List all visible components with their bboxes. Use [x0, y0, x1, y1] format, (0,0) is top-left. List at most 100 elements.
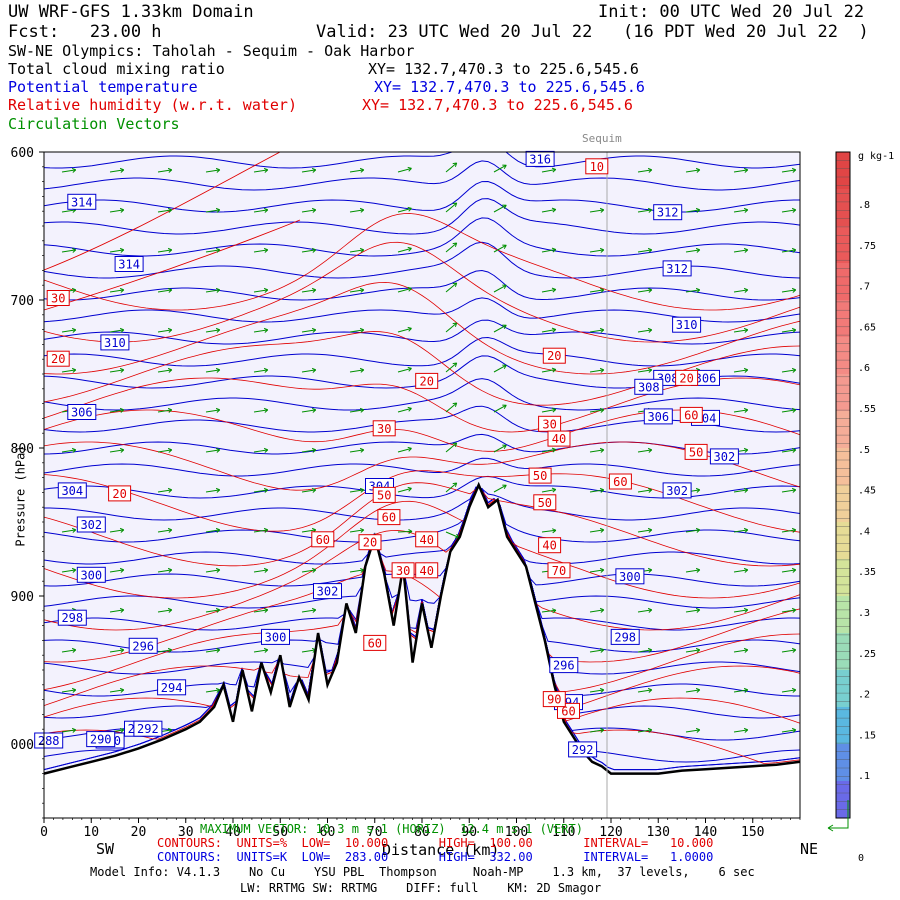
rh-label-box	[46, 350, 70, 367]
vector-arrowhead	[452, 322, 458, 327]
vector-arrowhead	[599, 487, 605, 493]
vector-arrow	[349, 169, 364, 173]
rh-label: 50	[538, 496, 552, 510]
rh-label: 60	[613, 475, 627, 489]
rh-label: 40	[419, 533, 433, 547]
colorbar-tick-label: .7	[858, 282, 870, 293]
vector-arrow	[109, 649, 124, 653]
vector-arrow	[397, 327, 412, 333]
theta-contour-line	[43, 198, 801, 235]
rh-label: 60	[316, 533, 330, 547]
vector-arrowhead	[119, 247, 125, 253]
cross-section-name: SW-NE Olympics: Taholah - Sequim - Oak H…	[8, 42, 415, 60]
vector-arrow	[61, 249, 76, 253]
rh-label-box	[377, 509, 401, 526]
colorbar-segment	[836, 596, 850, 634]
theta-label-box	[672, 316, 702, 333]
colorbar-tick-label: .5	[858, 445, 870, 456]
vector-arrow	[397, 530, 413, 533]
vector-arrow	[205, 489, 220, 493]
vector-arrowhead	[647, 727, 653, 733]
vector-arrowhead	[452, 162, 458, 167]
rh-label: 70	[552, 564, 566, 578]
vector-arrow	[61, 529, 76, 533]
vector-arrowhead	[695, 287, 701, 293]
vector-arrowhead	[407, 446, 412, 452]
vector-arrow	[349, 249, 364, 253]
vector-arrow	[541, 609, 556, 613]
theta-label-box	[634, 378, 664, 395]
vector-arrowhead	[551, 487, 557, 493]
vector-arrowhead	[452, 202, 458, 207]
vector-arrowhead	[502, 444, 507, 449]
colorbar-tick-label: .45	[858, 486, 876, 497]
theta-contour-line	[43, 160, 801, 191]
cloud-colorbar: g kg-1 .8 .75 .7 .65 .6 .55 .5 .45 .4 .35 .3 .25 .2 .1…	[827, 151, 894, 864]
vector-arrow	[205, 369, 220, 373]
vector-arrowhead	[359, 167, 365, 173]
rh-label-box	[311, 531, 335, 548]
vector-arrowhead	[502, 324, 507, 329]
vector-arrow	[109, 289, 124, 293]
vector-arrow	[541, 289, 556, 293]
rh-label-box	[528, 467, 552, 484]
field4-label: Circulation Vectors	[8, 115, 180, 133]
vector-arrowhead	[359, 407, 365, 413]
vector-arrowhead	[599, 727, 605, 733]
vector-arrow	[493, 284, 507, 293]
theta-contour-line	[43, 151, 801, 169]
vector-arrowhead	[263, 247, 269, 253]
vector-arrowhead	[647, 367, 653, 373]
theta-label-box	[100, 334, 130, 351]
theta-label-box	[568, 741, 598, 758]
theta-label-box	[86, 731, 116, 748]
vector-arrowhead	[502, 484, 507, 489]
vector-arrowhead	[551, 287, 557, 293]
rh-label-box	[46, 290, 70, 306]
vector-arrowhead	[743, 527, 749, 533]
theta-label-box	[313, 583, 342, 600]
vector-arrow	[541, 209, 556, 213]
rh-label-box	[415, 531, 439, 548]
vector-arrow	[349, 209, 364, 213]
rh-contour-line	[43, 377, 801, 433]
theta-label-box	[653, 204, 683, 221]
colorbar-segment	[836, 448, 850, 486]
vector-arrow	[205, 289, 220, 293]
theta-label-box	[709, 448, 739, 465]
rh-label-box	[547, 430, 571, 447]
colorbar-segment	[836, 226, 850, 264]
theta-label: 302	[317, 585, 339, 599]
theta-contour-line	[44, 486, 801, 521]
vector-arrowhead	[215, 567, 221, 573]
vector-arrow	[253, 529, 268, 533]
theta-label: 300	[80, 568, 102, 582]
vector-arrow	[61, 209, 76, 213]
vector-arrow	[349, 569, 364, 573]
theta-label: 296	[553, 659, 575, 673]
vector-arrowhead	[599, 207, 605, 213]
vector-arrow	[637, 609, 652, 613]
vector-arrow	[157, 249, 172, 253]
vector-arrowhead	[502, 204, 507, 209]
vector-arrow	[157, 169, 172, 173]
vector-arrowhead	[311, 567, 317, 573]
vector-arrow	[61, 729, 76, 733]
vector-arrow	[637, 689, 652, 693]
rh-label-box	[391, 562, 415, 579]
vector-arrow	[733, 569, 748, 573]
vector-arrowhead	[167, 607, 173, 613]
vector-arrowhead	[167, 327, 173, 333]
vector-arrowhead	[360, 527, 365, 533]
vector-arrow	[637, 489, 652, 493]
theta-label: 298	[61, 611, 83, 625]
colorbar-tick-label: .25	[858, 649, 876, 660]
vector-arrow	[781, 489, 796, 493]
vector-arrow	[541, 529, 556, 533]
vector-arrow	[445, 162, 458, 173]
vector-arrow	[493, 484, 507, 493]
vector-arrowhead	[647, 447, 653, 453]
vector-arrow	[301, 529, 316, 533]
vector-arrow	[349, 329, 364, 333]
rh-label: 40	[542, 539, 556, 553]
